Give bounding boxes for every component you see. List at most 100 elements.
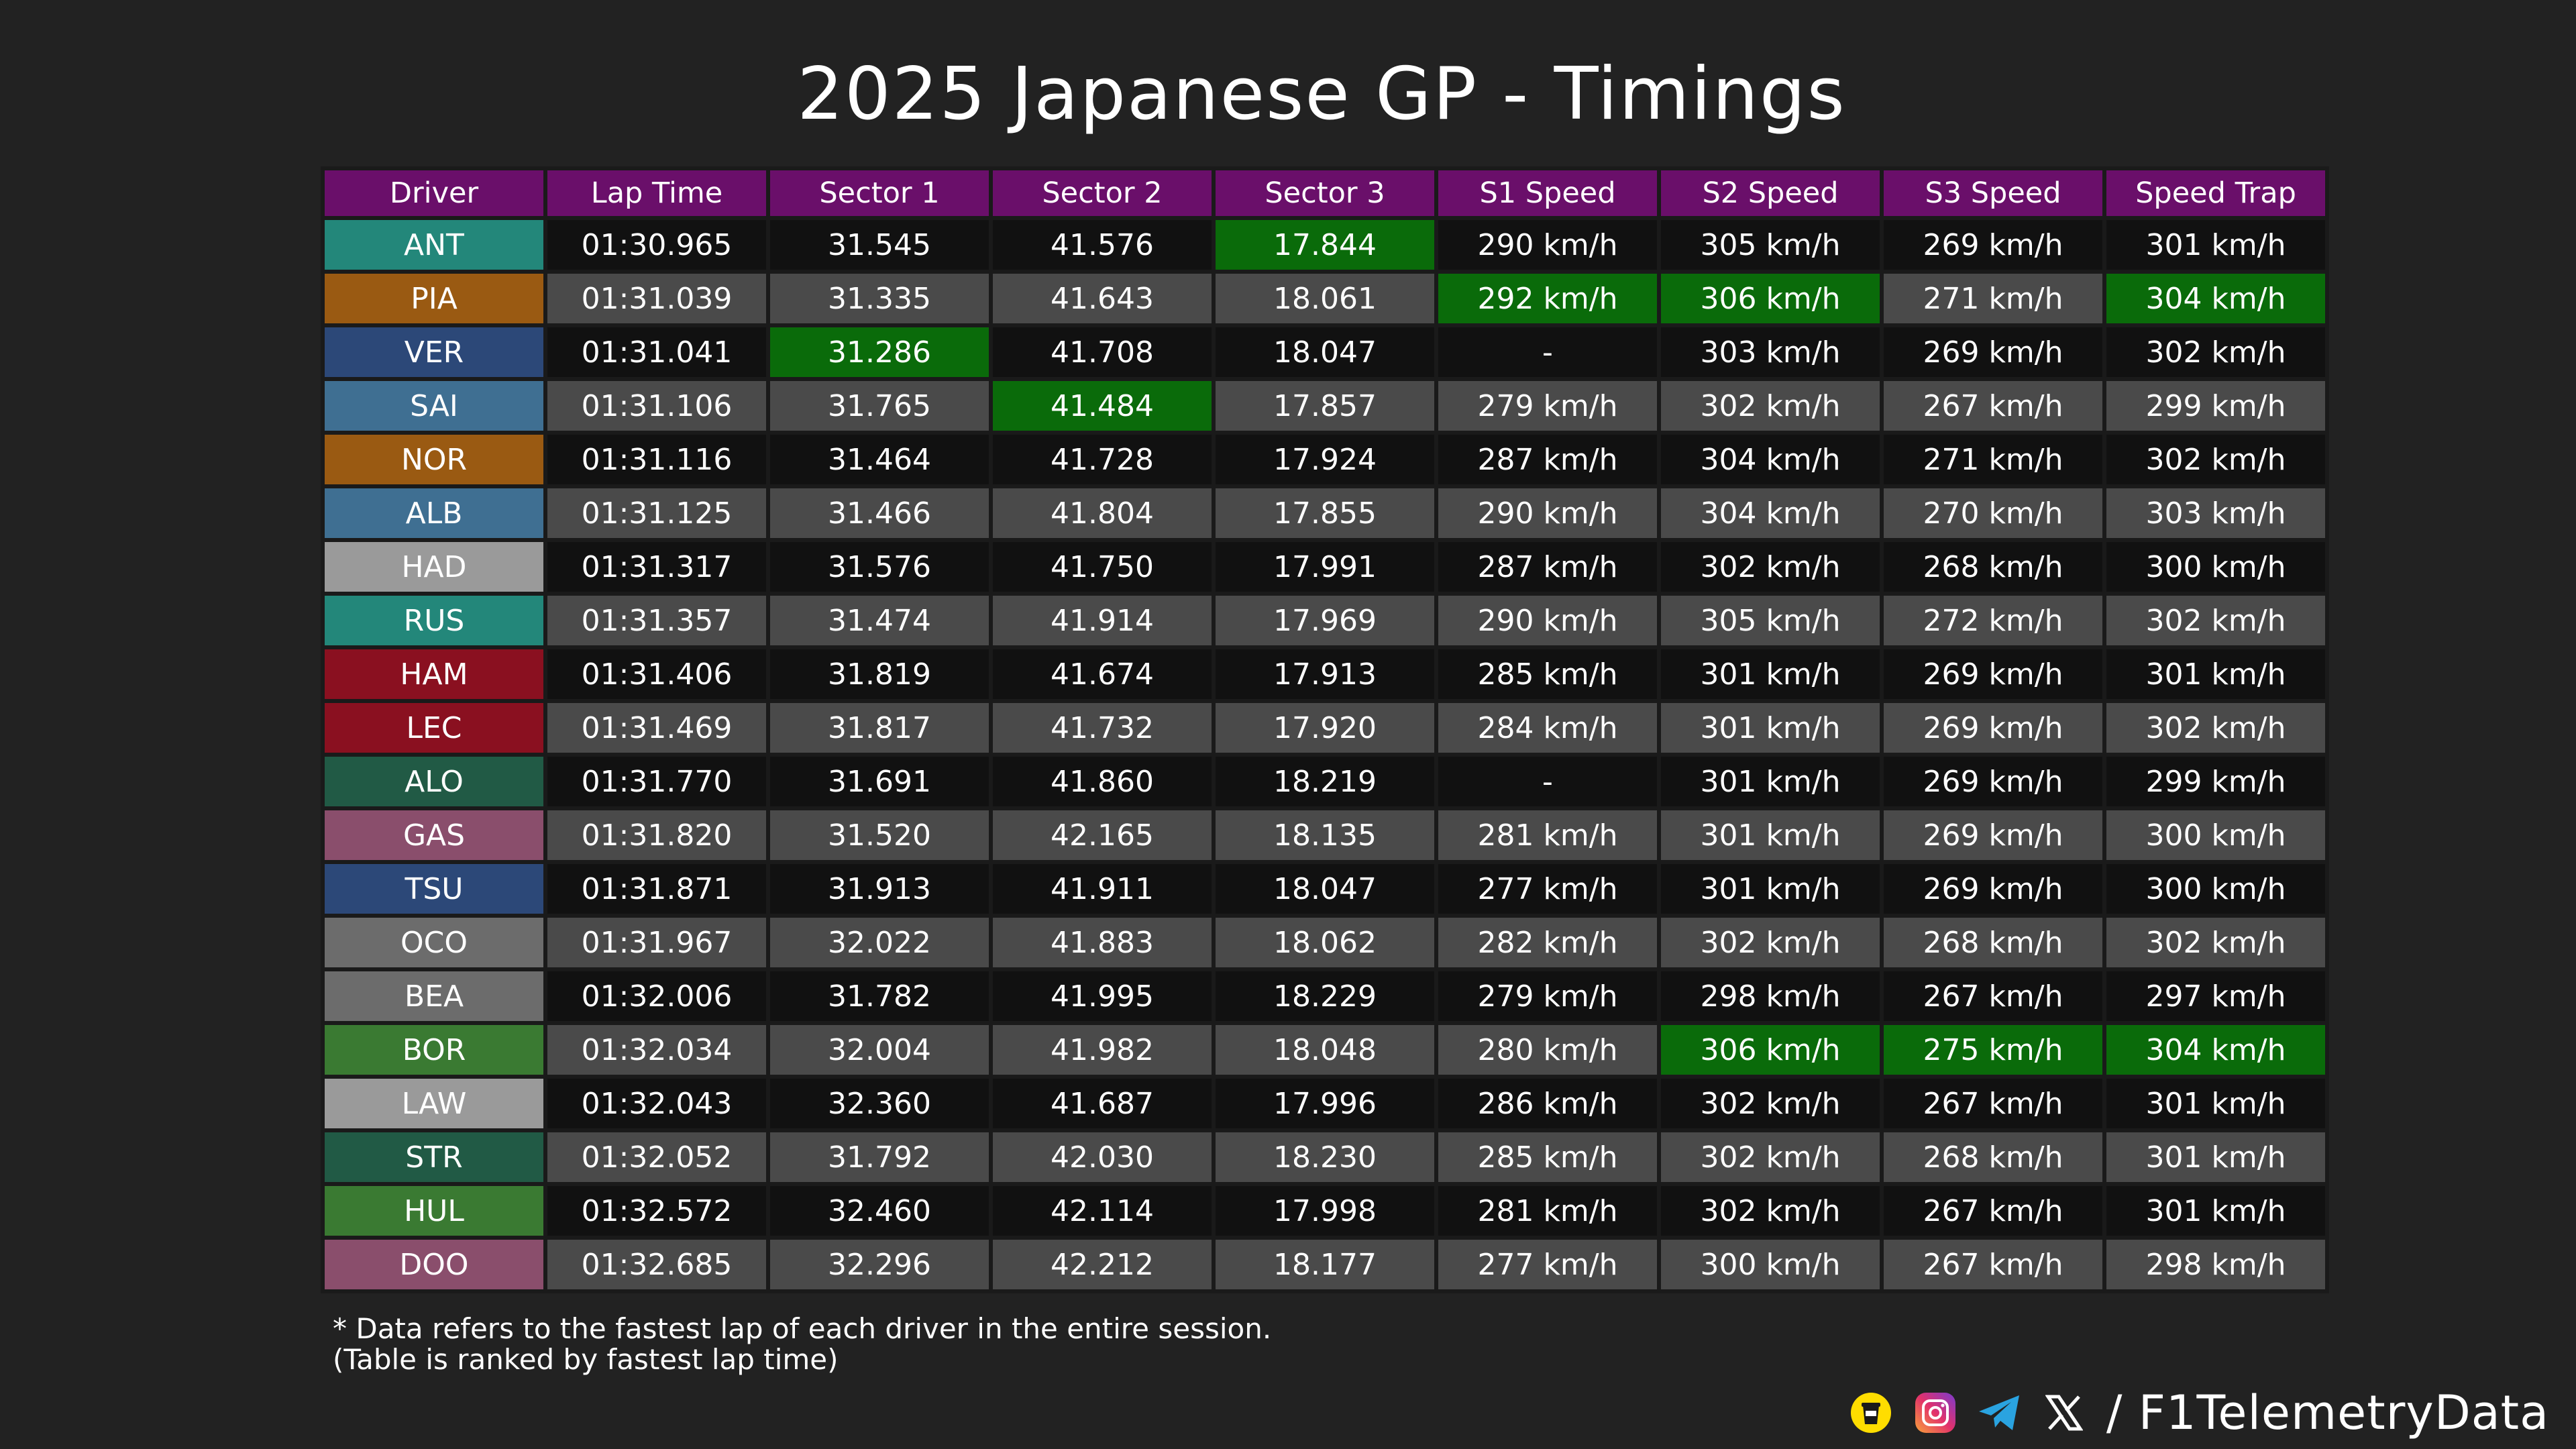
s3-speed-cell: 269 km/h bbox=[1880, 699, 2106, 757]
driver-cell: NOR bbox=[321, 431, 547, 488]
driver-cell: RUS bbox=[321, 592, 547, 649]
s3-speed-cell: 268 km/h bbox=[1880, 538, 2106, 596]
table-row: ANT 01:30.965 31.545 41.576 17.844 290 km/h 30… bbox=[321, 216, 2329, 274]
s2-speed-cell: 300 km/h bbox=[1657, 1236, 1884, 1293]
footnote: * Data refers to the fastest lap of each… bbox=[333, 1313, 1271, 1375]
sector-3-cell: 18.061 bbox=[1212, 270, 1438, 327]
sector-3-cell: 18.048 bbox=[1212, 1021, 1438, 1079]
table-row: SAI 01:31.106 31.765 41.484 17.857 279 km/h 30… bbox=[321, 377, 2329, 435]
sector-1-cell: 31.474 bbox=[766, 592, 993, 649]
sector-1-cell: 32.360 bbox=[766, 1075, 993, 1132]
table-row: VER 01:31.041 31.286 41.708 18.047-303 km/h 2… bbox=[321, 323, 2329, 381]
lap-time-cell: 01:31.116 bbox=[543, 431, 770, 488]
lap-time-cell: 01:31.406 bbox=[543, 645, 770, 703]
s2-speed-cell: 301 km/h bbox=[1657, 806, 1884, 864]
s2-speed-cell: 305 km/h bbox=[1657, 216, 1884, 274]
sector-2-cell: 42.114 bbox=[989, 1182, 1216, 1240]
s2-speed-cell: 302 km/h bbox=[1657, 377, 1884, 435]
sector-1-cell: 31.765 bbox=[766, 377, 993, 435]
sector-2-cell: 41.883 bbox=[989, 914, 1216, 971]
lap-time-cell: 01:31.125 bbox=[543, 484, 770, 542]
sector-1-cell: 31.817 bbox=[766, 699, 993, 757]
s2-speed-cell: 305 km/h bbox=[1657, 592, 1884, 649]
table-row: ALO 01:31.770 31.691 41.860 18.219-301 km/h 2… bbox=[321, 753, 2329, 810]
lap-time-cell: 01:31.967 bbox=[543, 914, 770, 971]
lap-time-cell: 01:32.685 bbox=[543, 1236, 770, 1293]
sector-1-cell: 31.913 bbox=[766, 860, 993, 918]
timings-table: Driver Lap Time Sector 1 Sector 2 Sector… bbox=[321, 166, 2329, 1293]
x-icon[interactable] bbox=[2042, 1391, 2086, 1435]
driver-cell: VER bbox=[321, 323, 547, 381]
sector-1-cell: 31.335 bbox=[766, 270, 993, 327]
s1-speed-cell: 284 km/h bbox=[1434, 699, 1661, 757]
driver-cell: STR bbox=[321, 1128, 547, 1186]
s2-speed-cell: 306 km/h bbox=[1657, 1021, 1884, 1079]
table-row: TSU 01:31.871 31.913 41.911 18.047 277 km/h 30… bbox=[321, 860, 2329, 918]
sector-2-cell: 41.911 bbox=[989, 860, 1216, 918]
s2-speed-cell: 303 km/h bbox=[1657, 323, 1884, 381]
sector-2-cell: 41.860 bbox=[989, 753, 1216, 810]
table-row: HUL 01:32.572 32.460 42.114 17.998 281 km/h 30… bbox=[321, 1182, 2329, 1240]
s1-speed-cell: 281 km/h bbox=[1434, 1182, 1661, 1240]
lap-time-cell: 01:32.052 bbox=[543, 1128, 770, 1186]
s3-speed-cell: 271 km/h bbox=[1880, 270, 2106, 327]
s1-speed-cell: 285 km/h bbox=[1434, 1128, 1661, 1186]
table-row: RUS 01:31.357 31.474 41.914 17.969 290 km/h 30… bbox=[321, 592, 2329, 649]
sector-1-cell: 31.782 bbox=[766, 967, 993, 1025]
telegram-icon[interactable] bbox=[1978, 1391, 2022, 1435]
driver-cell: ANT bbox=[321, 216, 547, 274]
s3-speed-cell: 267 km/h bbox=[1880, 1075, 2106, 1132]
s1-speed-cell: 277 km/h bbox=[1434, 1236, 1661, 1293]
sector-3-cell: 18.177 bbox=[1212, 1236, 1438, 1293]
speed-trap-cell: 302 km/h bbox=[2102, 914, 2329, 971]
table-row: BEA 01:32.006 31.782 41.995 18.229 279 km/h 29… bbox=[321, 967, 2329, 1025]
table-row: LAW 01:32.043 32.360 41.687 17.996 286 km/h 30… bbox=[321, 1075, 2329, 1132]
s1-speed-cell: 290 km/h bbox=[1434, 592, 1661, 649]
lap-time-cell: 01:31.357 bbox=[543, 592, 770, 649]
footnote-line-2: (Table is ranked by fastest lap time) bbox=[333, 1343, 839, 1376]
driver-cell: TSU bbox=[321, 860, 547, 918]
s1-speed-cell: 290 km/h bbox=[1434, 484, 1661, 542]
s1-speed-cell: 287 km/h bbox=[1434, 538, 1661, 596]
sector-2-cell: 41.728 bbox=[989, 431, 1216, 488]
s2-speed-cell: 302 km/h bbox=[1657, 1075, 1884, 1132]
driver-cell: DOO bbox=[321, 1236, 547, 1293]
s2-speed-cell: 301 km/h bbox=[1657, 699, 1884, 757]
s2-speed-cell: 306 km/h bbox=[1657, 270, 1884, 327]
s2-speed-cell: 298 km/h bbox=[1657, 967, 1884, 1025]
sector-2-cell: 41.732 bbox=[989, 699, 1216, 757]
speed-trap-cell: 301 km/h bbox=[2102, 1075, 2329, 1132]
s1-speed-cell: - bbox=[1434, 753, 1661, 810]
s2-speed-cell: 304 km/h bbox=[1657, 431, 1884, 488]
speed-trap-cell: 302 km/h bbox=[2102, 592, 2329, 649]
column-header-driver: Driver bbox=[321, 166, 547, 220]
lap-time-cell: 01:31.770 bbox=[543, 753, 770, 810]
lap-time-cell: 01:32.572 bbox=[543, 1182, 770, 1240]
s1-speed-cell: 277 km/h bbox=[1434, 860, 1661, 918]
speed-trap-cell: 299 km/h bbox=[2102, 753, 2329, 810]
s1-speed-cell: 287 km/h bbox=[1434, 431, 1661, 488]
speed-trap-cell: 301 km/h bbox=[2102, 1128, 2329, 1186]
sector-2-cell: 41.687 bbox=[989, 1075, 1216, 1132]
s3-speed-cell: 267 km/h bbox=[1880, 1236, 2106, 1293]
s1-speed-cell: 279 km/h bbox=[1434, 377, 1661, 435]
s2-speed-cell: 304 km/h bbox=[1657, 484, 1884, 542]
s3-speed-cell: 269 km/h bbox=[1880, 806, 2106, 864]
sector-2-cell: 41.995 bbox=[989, 967, 1216, 1025]
sector-2-cell: 41.750 bbox=[989, 538, 1216, 596]
s1-speed-cell: - bbox=[1434, 323, 1661, 381]
lap-time-cell: 01:31.469 bbox=[543, 699, 770, 757]
social-handle[interactable]: / F1TelemetryData bbox=[2106, 1385, 2549, 1440]
buymeacoffee-icon[interactable] bbox=[1849, 1391, 1893, 1435]
lap-time-cell: 01:31.317 bbox=[543, 538, 770, 596]
sector-3-cell: 17.855 bbox=[1212, 484, 1438, 542]
sector-2-cell: 41.982 bbox=[989, 1021, 1216, 1079]
table-row: LEC 01:31.469 31.817 41.732 17.920 284 km/h 30… bbox=[321, 699, 2329, 757]
sector-1-cell: 31.286 bbox=[766, 323, 993, 381]
sector-3-cell: 17.920 bbox=[1212, 699, 1438, 757]
driver-cell: BOR bbox=[321, 1021, 547, 1079]
s1-speed-cell: 282 km/h bbox=[1434, 914, 1661, 971]
lap-time-cell: 01:32.006 bbox=[543, 967, 770, 1025]
driver-cell: LAW bbox=[321, 1075, 547, 1132]
instagram-icon[interactable] bbox=[1913, 1391, 1957, 1435]
